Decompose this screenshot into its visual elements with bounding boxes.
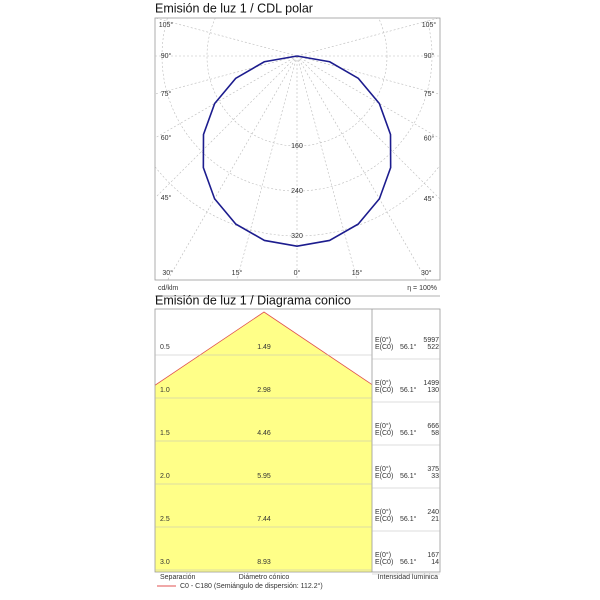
cone-frame	[154, 308, 441, 573]
cone-fill	[155, 312, 372, 572]
angle-tick-label: 45°	[161, 194, 172, 202]
e-label: E(C0)	[375, 430, 393, 437]
angle-tick-label: 90°	[424, 52, 435, 60]
legend-label: C0 - C180 (Semiángulo de dispersión: 112…	[180, 582, 323, 590]
ring-grid-line	[206, 18, 388, 147]
r-tick-label: 320	[291, 233, 303, 240]
e-label: E(0°)	[375, 465, 391, 473]
e-label: E(0°)	[375, 422, 391, 430]
angle-grid-line	[296, 18, 439, 57]
angle-grid-line	[296, 55, 440, 95]
efficiency-label: η = 100%	[407, 285, 437, 292]
intensity-curve	[202, 55, 392, 247]
angle-grid-line	[296, 55, 358, 280]
distance-label: 3.0	[160, 559, 170, 566]
distance-label: 1.0	[160, 387, 170, 394]
angle-tick-label: 30°	[162, 269, 173, 277]
e-label: E(0°)	[375, 336, 391, 344]
angle-grid-line	[296, 55, 427, 280]
e-label: E(0°)	[375, 379, 391, 387]
polar-plot	[202, 55, 392, 247]
angle-tick-label: 90°	[161, 52, 172, 60]
diameter-value: 4.46	[257, 430, 271, 437]
angle-tick-label: 105°	[422, 21, 437, 29]
e-c0-value: 58	[431, 430, 439, 437]
e-label: E(0°)	[375, 551, 391, 559]
angle-value: 56.1°	[400, 515, 417, 523]
angle-value: 56.1°	[400, 386, 417, 394]
column-label: Diámetro cónico	[239, 574, 290, 581]
diameter-value: 1.49	[257, 344, 271, 351]
column-label: Separación	[160, 574, 196, 581]
diameter-value: 7.44	[257, 516, 271, 523]
distance-label: 0.5	[160, 344, 170, 351]
angle-tick-label: 75°	[161, 90, 172, 98]
diameter-value: 5.95	[257, 473, 271, 480]
r-tick-label: 160	[291, 143, 303, 150]
angle-tick-label: 15°	[232, 269, 243, 277]
r-tick-label: 240	[291, 188, 303, 195]
angle-grid-line	[296, 55, 440, 200]
angle-tick-label: 60°	[161, 134, 172, 142]
distance-label: 2.0	[160, 473, 170, 480]
e-center-value: 167	[427, 552, 439, 559]
angle-grid-line	[296, 55, 440, 139]
cone-title: Emisión de luz 1 / Diagrama conico	[155, 293, 351, 307]
ring-grid-line	[161, 18, 433, 192]
angle-grid-line	[155, 55, 298, 139]
unit-label: cd/klm	[158, 285, 178, 292]
angle-tick-label: 75°	[424, 90, 435, 98]
e-label: E(C0)	[375, 473, 393, 480]
angle-tick-label: 45°	[424, 195, 435, 203]
e-c0-value: 33	[431, 473, 439, 480]
cone-edge	[155, 311, 372, 386]
e-center-value: 240	[427, 509, 439, 516]
e-c0-value: 130	[427, 387, 439, 394]
e-c0-value: 522	[427, 344, 439, 351]
distance-label: 2.5	[160, 516, 170, 523]
angle-tick-label: 60°	[424, 134, 435, 142]
angle-grid-line	[236, 55, 298, 280]
e-center-value: 5997	[423, 337, 439, 344]
e-label: E(0°)	[375, 508, 391, 516]
polar-frame	[154, 17, 441, 281]
cone-area	[155, 311, 372, 572]
e-c0-value: 21	[431, 516, 439, 523]
angle-tick-label: 105°	[159, 21, 174, 29]
e-c0-value: 14	[431, 559, 439, 566]
diameter-value: 2.98	[257, 387, 271, 394]
angle-grid-line	[155, 18, 298, 57]
e-label: E(C0)	[375, 516, 393, 523]
distance-label: 1.5	[160, 430, 170, 437]
angle-grid-line	[155, 55, 298, 199]
polar-grid	[155, 18, 440, 280]
angle-value: 56.1°	[400, 343, 417, 351]
e-center-value: 375	[427, 466, 439, 473]
angle-value: 56.1°	[400, 472, 417, 480]
angle-tick-label: 15°	[352, 269, 363, 277]
column-label: Intensidad lumínica	[378, 574, 438, 581]
e-center-value: 666	[427, 423, 439, 430]
angle-tick-label: 0°	[294, 269, 301, 277]
angle-tick-label: 30°	[421, 269, 432, 277]
angle-value: 56.1°	[400, 558, 417, 566]
diameter-value: 8.93	[257, 559, 271, 566]
angle-grid-line	[167, 55, 298, 280]
angle-value: 56.1°	[400, 429, 417, 437]
e-label: E(C0)	[375, 387, 393, 394]
e-center-value: 1499	[423, 380, 439, 387]
angle-grid-line	[155, 55, 298, 95]
polar-title: Emisión de luz 1 / CDL polar	[155, 1, 313, 15]
e-label: E(C0)	[375, 344, 393, 351]
e-label: E(C0)	[375, 559, 393, 566]
